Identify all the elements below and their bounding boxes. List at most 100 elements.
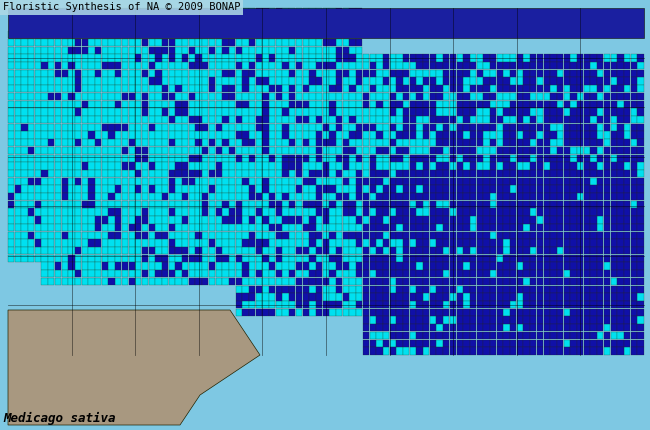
Bar <box>396 216 402 224</box>
Bar <box>517 85 523 92</box>
Bar <box>363 93 369 100</box>
Bar <box>316 70 322 77</box>
Bar <box>450 270 456 277</box>
Bar <box>75 247 81 255</box>
Bar <box>403 162 410 169</box>
Bar <box>630 270 637 277</box>
Bar <box>604 116 610 123</box>
Bar <box>389 232 396 239</box>
Bar <box>88 201 95 208</box>
Bar <box>302 162 309 169</box>
Bar <box>543 108 550 116</box>
Bar <box>276 178 282 185</box>
Bar <box>309 23 315 31</box>
Bar <box>557 232 564 239</box>
Bar <box>430 170 436 177</box>
Bar <box>28 85 34 92</box>
Bar <box>129 85 135 92</box>
Bar <box>302 70 309 77</box>
Bar <box>417 85 423 92</box>
Bar <box>122 39 128 46</box>
Bar <box>28 23 34 31</box>
Bar <box>490 185 497 193</box>
Bar <box>322 46 329 54</box>
Bar <box>577 309 583 316</box>
Bar <box>15 201 21 208</box>
Bar <box>564 324 570 332</box>
Bar <box>188 139 195 146</box>
Bar <box>55 216 61 224</box>
Bar <box>417 178 423 185</box>
Bar <box>222 262 229 270</box>
Bar <box>403 132 410 139</box>
Bar <box>129 216 135 224</box>
Bar <box>149 23 155 31</box>
Bar <box>330 278 335 285</box>
Bar <box>115 240 122 247</box>
Bar <box>436 347 443 355</box>
Bar <box>62 23 68 31</box>
Bar <box>102 8 108 15</box>
Bar <box>88 132 95 139</box>
Bar <box>242 39 248 46</box>
Bar <box>188 278 195 285</box>
Bar <box>109 70 114 77</box>
Bar <box>376 139 382 146</box>
Bar <box>109 31 114 38</box>
Bar <box>263 185 268 193</box>
Bar <box>543 324 550 332</box>
Bar <box>470 62 476 69</box>
Bar <box>263 301 268 308</box>
Bar <box>196 124 202 131</box>
Bar <box>102 124 108 131</box>
Bar <box>255 31 262 38</box>
Bar <box>202 108 209 116</box>
Bar <box>229 132 235 139</box>
Bar <box>162 193 168 200</box>
Bar <box>624 301 630 308</box>
Bar <box>597 316 603 324</box>
Bar <box>302 46 309 54</box>
Bar <box>222 132 229 139</box>
Bar <box>55 278 61 285</box>
Bar <box>316 39 322 46</box>
Bar <box>242 216 248 224</box>
Bar <box>336 232 343 239</box>
Bar <box>316 255 322 262</box>
Bar <box>577 70 583 77</box>
Bar <box>82 16 88 23</box>
Bar <box>88 93 95 100</box>
Bar <box>176 16 181 23</box>
Bar <box>202 178 209 185</box>
Bar <box>637 201 644 208</box>
Bar <box>630 108 637 116</box>
Bar <box>269 108 276 116</box>
Bar <box>302 240 309 247</box>
Bar <box>618 240 623 247</box>
Bar <box>68 216 75 224</box>
Bar <box>436 77 443 85</box>
Bar <box>350 286 356 293</box>
Bar <box>115 23 122 31</box>
Bar <box>109 139 114 146</box>
Bar <box>249 278 255 285</box>
Bar <box>630 132 637 139</box>
Bar <box>263 62 268 69</box>
Bar <box>15 70 21 77</box>
Bar <box>618 154 623 162</box>
Bar <box>470 232 476 239</box>
Bar <box>222 270 229 277</box>
Bar <box>75 178 81 185</box>
Bar <box>149 8 155 15</box>
Bar <box>162 139 168 146</box>
Bar <box>450 247 456 255</box>
Bar <box>396 70 402 77</box>
Bar <box>456 178 463 185</box>
Bar <box>389 301 396 308</box>
Bar <box>102 23 108 31</box>
Bar <box>202 116 209 123</box>
Bar <box>283 216 289 224</box>
Bar <box>604 154 610 162</box>
Bar <box>497 232 503 239</box>
Bar <box>423 255 430 262</box>
